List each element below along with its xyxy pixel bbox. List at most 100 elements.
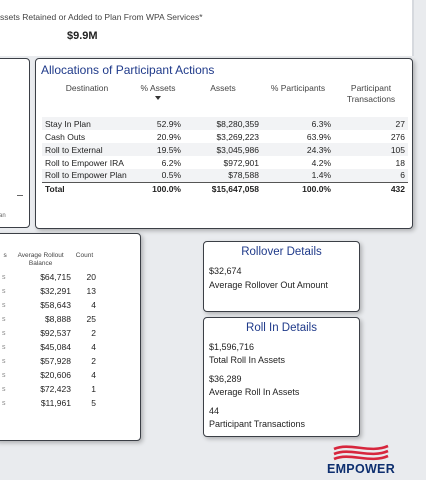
rollout-clipped-cell: s bbox=[2, 371, 6, 379]
roll-in-details-title: Roll In Details bbox=[246, 322, 317, 334]
allocation-cell: 19.5% bbox=[132, 143, 184, 156]
rollout-clipped-cell: s bbox=[2, 385, 6, 393]
rollout-clipped-cell: s bbox=[2, 301, 6, 309]
rollout-count-cell: 1 bbox=[91, 384, 96, 394]
rollout-clipped-cell: s bbox=[2, 329, 6, 337]
roll-in-average-value: $36,289 bbox=[209, 374, 242, 384]
rollout-table: s Average Rollout Balance Count s $64,715… bbox=[1, 252, 97, 410]
header-count[interactable]: Count bbox=[75, 252, 94, 259]
rollout-count-cell: 2 bbox=[91, 356, 96, 366]
allocation-cell: 105 bbox=[334, 143, 408, 156]
allocation-cell: $8,280,359 bbox=[184, 117, 262, 130]
allocation-cell: 6.3% bbox=[262, 117, 334, 130]
empower-logo: EMPOWER bbox=[318, 444, 404, 476]
header-average-rollout-balance[interactable]: Average Rollout Balance bbox=[17, 252, 64, 267]
roll-in-total-value: $1,596,716 bbox=[209, 342, 255, 352]
allocation-cell: 20.9% bbox=[156, 131, 181, 142]
header-pct-participants[interactable]: % Participants bbox=[270, 83, 326, 93]
allocation-cell: $3,269,223 bbox=[216, 131, 259, 142]
rollout-clipped-cell: s bbox=[2, 399, 6, 407]
allocation-cell: Stay In Plan bbox=[42, 117, 132, 130]
roll-in-details-card: Roll In Details $1,596,716 Total Roll In… bbox=[203, 317, 360, 437]
allocation-row[interactable]: Roll to External 19.5% $3,045,986 24.3% 105 bbox=[42, 143, 408, 156]
rollout-balance-cell: $57,928 bbox=[40, 356, 71, 366]
rollout-clipped-cell: s bbox=[2, 357, 6, 365]
allocation-row[interactable]: Cash Outs 20.9% $3,269,223 63.9% 276 bbox=[42, 130, 408, 143]
allocation-cell: Roll to Empower IRA bbox=[45, 157, 124, 168]
rollout-card: s Average Rollout Balance Count s $64,715… bbox=[0, 233, 141, 441]
allocation-cell: 63.9% bbox=[306, 131, 331, 142]
allocations-title: Allocations of Participant Actions bbox=[41, 63, 215, 77]
rollout-row[interactable]: s $92,537 2 bbox=[1, 326, 97, 340]
left-clipped-card: an bbox=[0, 58, 30, 228]
allocation-row[interactable]: Stay In Plan 52.9% $8,280,359 6.3% 27 bbox=[42, 117, 408, 130]
rollout-row[interactable]: s $57,928 2 bbox=[1, 354, 97, 368]
allocation-cell: 6 bbox=[334, 169, 408, 182]
rollout-balance-cell: $11,961 bbox=[40, 398, 71, 408]
rollover-label: Average Rollover Out Amount bbox=[209, 280, 328, 290]
sort-desc-icon[interactable] bbox=[155, 96, 161, 100]
allocation-cell: $3,045,986 bbox=[184, 143, 262, 156]
rollout-row[interactable]: s $32,291 13 bbox=[1, 284, 97, 298]
rollout-row[interactable]: s $11,961 5 bbox=[1, 396, 97, 410]
rollout-balance-cell: $8,888 bbox=[44, 314, 71, 324]
allocation-cell: 27 bbox=[334, 117, 408, 130]
roll-in-total-label: Total Roll In Assets bbox=[209, 355, 286, 365]
allocation-row[interactable]: Roll to Empower Plan 0.5% $78,588 1.4% 6 bbox=[42, 169, 408, 182]
rollout-count-cell: 4 bbox=[91, 342, 96, 352]
header-destination[interactable]: Destination bbox=[65, 83, 109, 93]
empower-wordmark: EMPOWER bbox=[326, 462, 396, 476]
rollout-count-cell: 4 bbox=[91, 300, 96, 310]
rollover-details-card: Rollover Details $32,674 Average Rollove… bbox=[203, 241, 360, 312]
rollout-row[interactable]: s $45,084 4 bbox=[1, 340, 97, 354]
header-assets[interactable]: Assets bbox=[210, 83, 236, 93]
rollout-count-cell: 13 bbox=[86, 286, 96, 296]
rollout-balance-cell: $72,423 bbox=[40, 384, 71, 394]
rollout-row[interactable]: s $72,423 1 bbox=[1, 382, 97, 396]
rollover-value: $32,674 bbox=[209, 266, 242, 276]
allocation-cell: 6.2% bbox=[161, 157, 181, 168]
rollout-balance-cell: $32,291 bbox=[40, 286, 71, 296]
rollout-balance-cell: $58,643 bbox=[40, 300, 71, 310]
rollout-clipped-cell: s bbox=[2, 343, 6, 351]
allocation-cell: Roll to External bbox=[42, 143, 132, 156]
rollout-row[interactable]: s $20,606 4 bbox=[1, 368, 97, 382]
empower-waves-icon bbox=[333, 444, 389, 461]
allocation-cell: 1.4% bbox=[262, 169, 334, 182]
allocation-cell: 4.2% bbox=[311, 157, 331, 168]
allocation-total-row: Total 100.0% $15,647,058 100.0% 432 bbox=[42, 181, 408, 195]
allocation-cell: 18 bbox=[395, 157, 405, 168]
rollout-row[interactable]: s $64,715 20 bbox=[1, 270, 97, 284]
allocation-cell: $78,588 bbox=[184, 169, 262, 182]
header-participant-transactions[interactable]: Participant Transactions bbox=[346, 83, 396, 104]
rollover-details-title: Rollover Details bbox=[241, 246, 322, 258]
allocation-total-cell: 432 bbox=[334, 181, 408, 195]
roll-in-average-label: Average Roll In Assets bbox=[209, 387, 300, 397]
rollout-clipped-cell: s bbox=[2, 287, 6, 295]
rollout-count-cell: 2 bbox=[91, 328, 96, 338]
allocation-cell: 0.5% bbox=[132, 169, 184, 182]
allocation-total-cell: $15,647,058 bbox=[184, 181, 262, 195]
allocation-cell: 52.9% bbox=[132, 117, 184, 130]
rollout-row[interactable]: s $58,643 4 bbox=[1, 298, 97, 312]
allocation-cell: Roll to Empower Plan bbox=[42, 169, 132, 182]
allocations-table: Destination % Assets Assets % Participan… bbox=[42, 81, 408, 195]
allocation-row[interactable]: Roll to Empower IRA 6.2% $972,901 4.2% 18 bbox=[42, 156, 408, 169]
rollout-left-header: s bbox=[3, 252, 7, 259]
rollout-row[interactable]: s $8,888 25 bbox=[1, 312, 97, 326]
rollout-count-cell: 20 bbox=[86, 272, 96, 282]
header-pct-assets[interactable]: % Assets bbox=[132, 81, 184, 107]
rollout-balance-cell: $64,715 bbox=[40, 272, 71, 282]
allocations-card: Allocations of Participant Actions Desti… bbox=[35, 58, 413, 229]
rollout-balance-cell: $92,537 bbox=[40, 328, 71, 338]
rollout-count-cell: 4 bbox=[91, 370, 96, 380]
kpi-label: ssets Retained or Added to Plan From WPA… bbox=[0, 12, 203, 22]
allocation-cell: Cash Outs bbox=[45, 131, 86, 142]
rollout-count-cell: 5 bbox=[91, 398, 96, 408]
allocation-total-cell: 100.0% bbox=[132, 181, 184, 195]
rollout-balance-cell: $45,084 bbox=[40, 342, 71, 352]
rollout-clipped-cell: s bbox=[2, 273, 6, 281]
divider bbox=[412, 0, 414, 56]
allocation-cell: $972,901 bbox=[223, 157, 259, 168]
roll-in-transactions-label: Participant Transactions bbox=[209, 419, 306, 429]
